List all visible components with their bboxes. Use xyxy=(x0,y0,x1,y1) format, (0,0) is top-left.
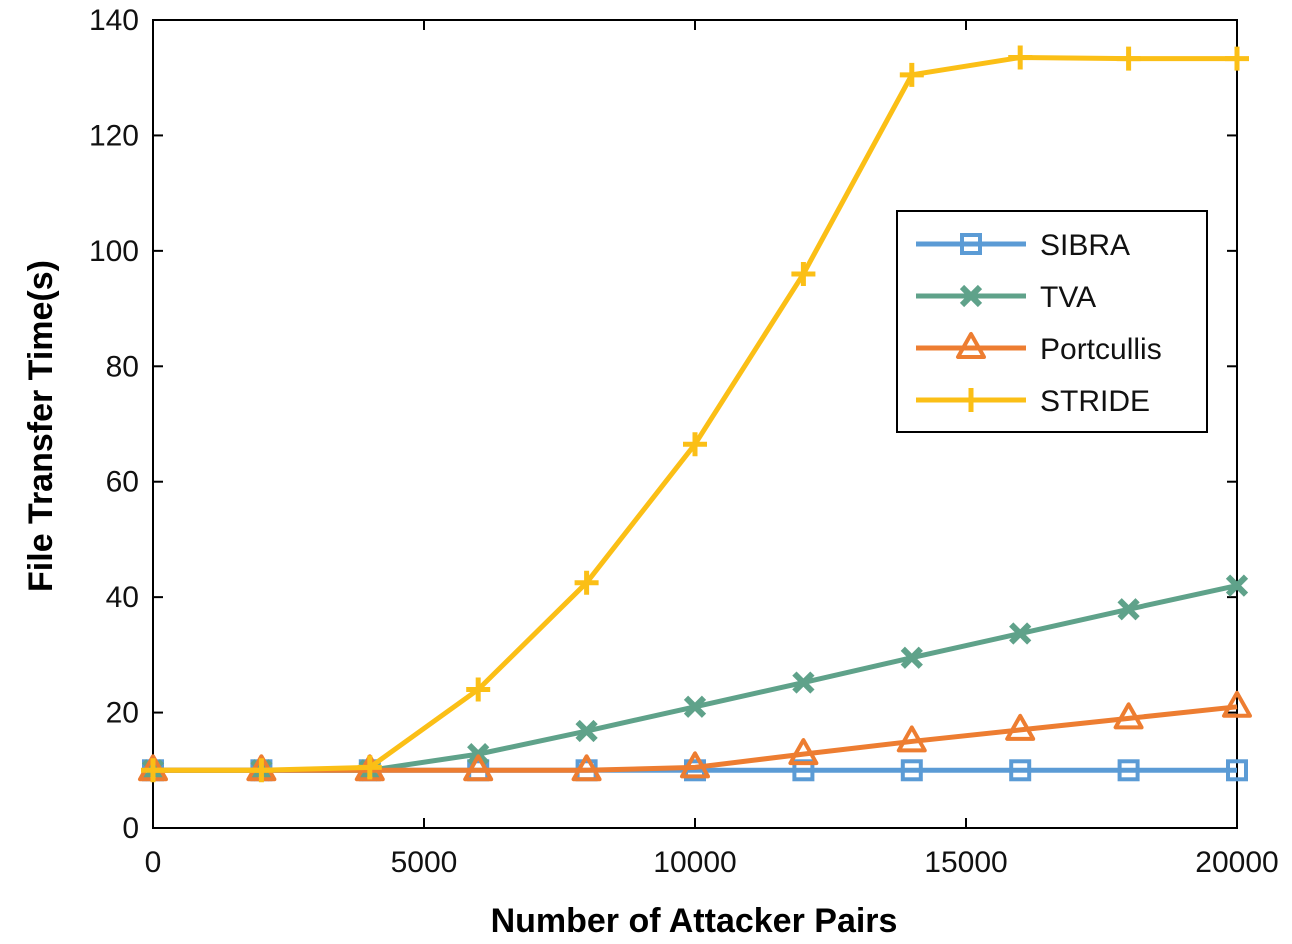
legend-marker-sibra xyxy=(960,233,982,255)
legend-box xyxy=(896,210,1208,433)
y-tick-label: 40 xyxy=(106,581,139,614)
data-point-portcullis xyxy=(463,754,494,782)
y-axis-title: File Transfer Time(s) xyxy=(22,260,60,592)
x-tick-label: 5000 xyxy=(391,846,458,879)
data-point-stride xyxy=(1008,45,1033,70)
data-point-sibra xyxy=(1226,759,1248,782)
legend-marker-tva xyxy=(959,284,983,308)
data-point-stride xyxy=(1225,46,1249,71)
series-line-tva xyxy=(153,583,1238,773)
data-point-portcullis xyxy=(571,754,602,782)
data-point-tva xyxy=(900,646,923,669)
data-point-portcullis xyxy=(1113,702,1144,730)
data-point-tva xyxy=(1009,622,1032,645)
data-point-portcullis xyxy=(680,751,710,779)
x-tick-label: 10000 xyxy=(653,846,736,879)
data-point-sibra xyxy=(1117,759,1140,782)
data-point-stride xyxy=(574,570,599,595)
data-point-tva xyxy=(1117,598,1140,621)
y-tick-label: 100 xyxy=(89,235,139,268)
data-point-stride xyxy=(357,755,382,780)
data-point-stride xyxy=(791,261,816,286)
x-axis-title: Number of Attacker Pairs xyxy=(491,902,898,940)
x-tick-label: 20000 xyxy=(1195,846,1278,879)
legend-marker-portcullis xyxy=(956,332,986,359)
data-point-portcullis xyxy=(896,725,927,753)
legend: SIBRA TVA Portcullis STRIDE xyxy=(896,210,1208,433)
data-point-stride xyxy=(683,432,707,457)
y-tick-label: 0 xyxy=(122,812,139,845)
legend-label-tva: TVA xyxy=(1040,281,1096,314)
y-tick-label: 60 xyxy=(106,466,139,499)
series-stride xyxy=(141,45,1249,783)
series-layer xyxy=(138,45,1252,783)
data-point-tva xyxy=(792,671,815,694)
data-point-tva xyxy=(1225,574,1249,597)
x-tick-label: 15000 xyxy=(924,846,1007,879)
data-point-tva xyxy=(683,695,707,718)
data-point-stride xyxy=(1116,46,1141,71)
data-point-tva xyxy=(467,743,490,766)
y-tick-label: 20 xyxy=(106,697,139,730)
y-tick-label: 140 xyxy=(89,4,139,37)
legend-label-portcullis: Portcullis xyxy=(1040,333,1162,366)
data-point-portcullis xyxy=(1222,690,1252,718)
data-point-tva xyxy=(575,719,598,743)
y-tick-label: 120 xyxy=(89,119,139,152)
legend-label-stride: STRIDE xyxy=(1040,385,1150,418)
data-point-sibra xyxy=(1009,759,1032,782)
y-axis: 0 20 40 60 80 100 120 140 xyxy=(89,4,1237,845)
data-point-stride xyxy=(141,758,165,783)
data-point-portcullis xyxy=(1005,713,1036,741)
data-point-stride xyxy=(249,758,274,783)
x-tick-label: 0 xyxy=(145,846,162,879)
y-tick-label: 80 xyxy=(106,350,139,383)
legend-marker-stride xyxy=(959,388,983,412)
data-point-sibra xyxy=(900,759,923,782)
series-tva xyxy=(141,574,1249,782)
legend-label-sibra: SIBRA xyxy=(1040,229,1130,262)
data-point-stride xyxy=(899,62,924,87)
data-point-stride xyxy=(466,677,491,702)
data-point-portcullis xyxy=(788,738,819,766)
x-axis: 0 5000 10000 15000 20000 xyxy=(145,20,1279,879)
